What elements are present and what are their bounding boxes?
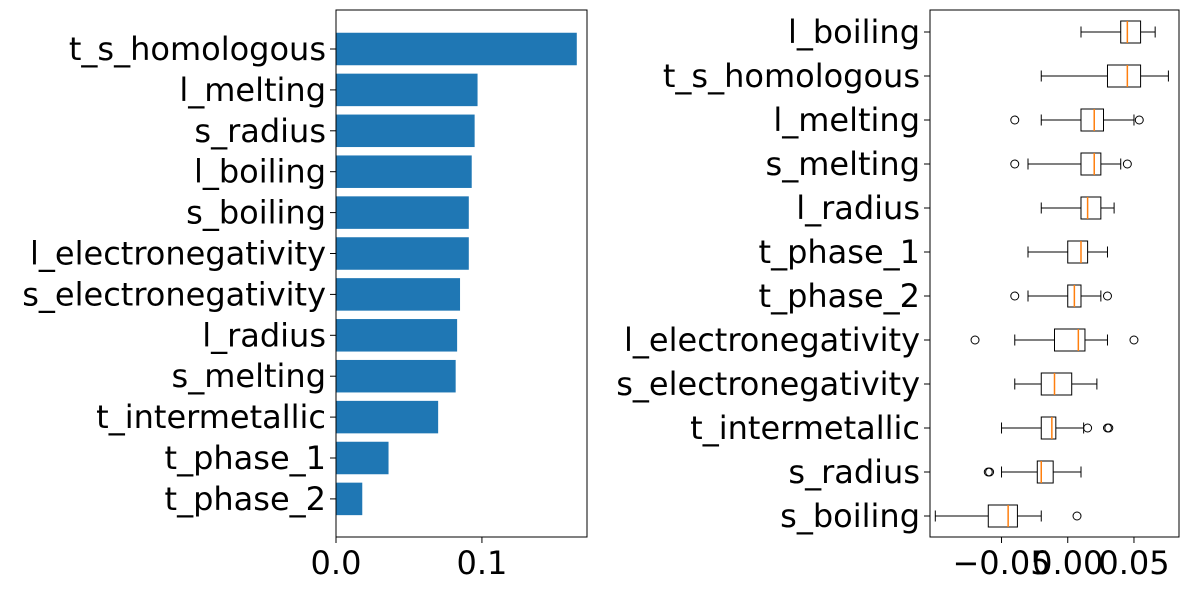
y-tick-label-s_electronegativity: s_electronegativity [22,275,326,313]
box-plot-panel: l_boiling t_s_homologous l_melting s_meltin… [616,9,1180,582]
y-tick-label-l_boiling: l_boiling [788,13,920,51]
flier-point [985,467,995,477]
box-t_s_homologous [1040,64,1169,88]
box-iqr [1106,64,1142,88]
y-tick-label-l_electronegativity: l_electronegativity [30,235,326,273]
y-tick-label-t_s_homologous: t_s_homologous [69,30,326,68]
y-tick-label-l_electronegativity: l_electronegativity [624,321,920,359]
box-iqr [1067,240,1089,264]
y-tick-label-s_electronegativity: s_electronegativity [616,365,920,403]
box-l_boiling [1080,20,1156,44]
box-iqr [1120,20,1142,44]
box-iqr [1080,108,1105,132]
flier-point [970,335,980,345]
box-iqr [1080,196,1102,220]
bar-l_melting [336,73,478,107]
y-tick-label-l_radius: l_radius [796,189,920,227]
y-tick-label-s_melting: s_melting [766,145,920,183]
box-iqr [1040,372,1073,396]
flier-point [1134,115,1144,125]
bar-s_boiling [336,196,469,229]
bar-plot-frame [335,9,588,538]
y-tick-label-s_boiling: s_boiling [186,194,326,232]
box-t_phase_1 [1027,240,1108,264]
box-s_radius [983,460,1082,484]
flier-point [1083,423,1093,433]
box-iqr [1036,460,1054,484]
box-iqr [1080,152,1102,176]
flier-point [1010,115,1020,125]
y-tick-label-t_phase_1: t_phase_1 [759,233,920,271]
y-tick-label-s_radius: s_radius [194,112,326,150]
box-plot-frame [929,9,1180,538]
box-t_intermetallic [1001,416,1114,440]
bar-l_boiling [336,155,472,188]
box-s_boiling [934,504,1082,528]
box-s_melting [1010,152,1132,176]
box-l_radius [1040,196,1115,220]
box-t_phase_2 [1010,284,1112,308]
flier-point [1072,511,1082,521]
y-tick-label-l_boiling: l_boiling [194,153,326,191]
bar-t_phase_1 [336,441,389,475]
bar-t_phase_2 [336,482,363,516]
x-tick-label: −0.05 [952,544,1050,582]
y-tick-label-t_s_homologous: t_s_homologous [663,57,920,95]
y-tick-label-t_intermetallic: t_intermetallic [96,398,326,436]
box-iqr [1054,328,1086,352]
flier-point [1104,423,1114,433]
box-l_melting [1010,108,1144,132]
box-iqr [1040,416,1057,440]
y-tick-label-s_radius: s_radius [788,453,920,491]
y-tick-label-s_melting: s_melting [172,357,326,395]
y-tick-label-l_radius: l_radius [202,316,326,354]
x-tick-label: 0.0 [311,544,362,582]
bar-s_radius [336,114,475,148]
bar-l_radius [336,319,458,352]
bar-chart-panel: t_s_homologousl_meltings_radiusl_boiling… [22,9,588,582]
y-tick-label-t_phase_2: t_phase_2 [759,277,920,315]
box-s_electronegativity [1014,372,1098,396]
y-tick-label-l_melting: l_melting [179,71,326,109]
bar-s_electronegativity [336,278,461,311]
y-tick-label-t_intermetallic: t_intermetallic [690,409,920,447]
bar-t_intermetallic [336,400,439,434]
y-tick-label-t_phase_2: t_phase_2 [165,480,326,518]
box-l_electronegativity [970,328,1139,352]
box-iqr [987,504,1018,528]
bar-s_melting [336,359,456,393]
bar-t_s_homologous [336,32,577,66]
y-tick-label-l_melting: l_melting [773,101,920,139]
flier-point [1102,291,1112,301]
x-tick-label: 0.05 [1098,544,1169,582]
flier-point [1010,159,1020,169]
y-tick-label-s_boiling: s_boiling [780,497,920,535]
flier-point [1010,291,1020,301]
x-tick-label: 0.1 [456,544,507,582]
flier-point [1122,159,1132,169]
x-tick-label: 0.00 [1032,544,1103,582]
y-tick-label-t_phase_1: t_phase_1 [165,439,326,477]
flier-point [1129,335,1139,345]
bar-l_electronegativity [336,237,469,270]
